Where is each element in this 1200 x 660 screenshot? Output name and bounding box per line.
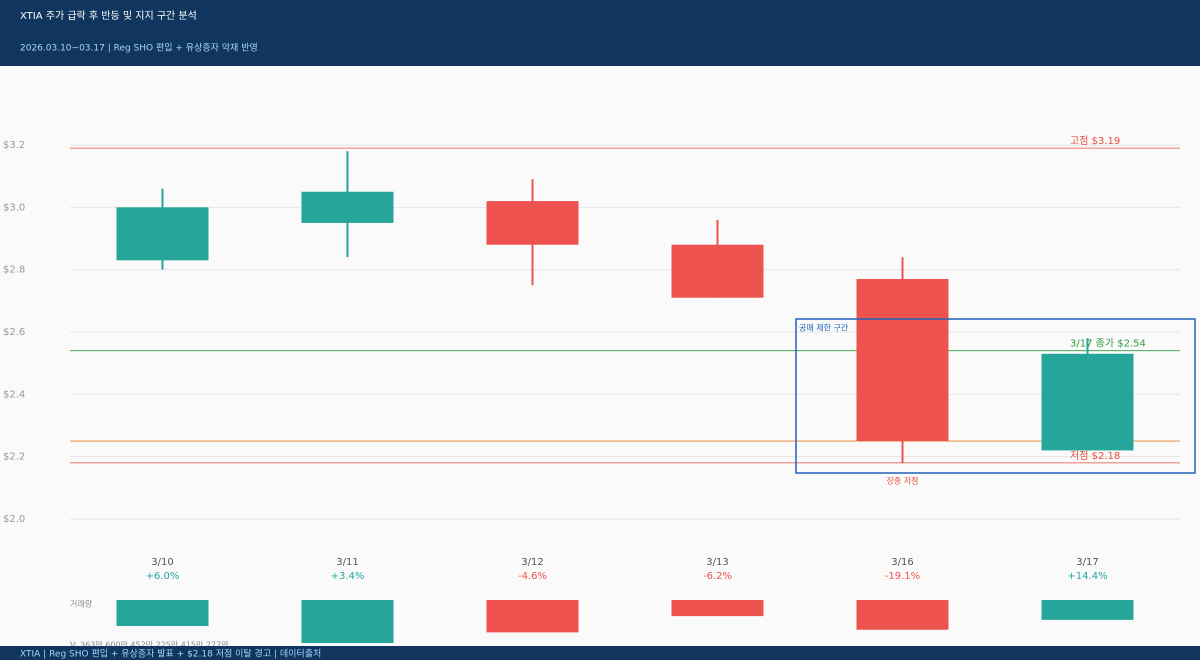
candle-body — [671, 244, 764, 298]
header-bar — [0, 0, 1200, 66]
level-label: 3/17 종가 $2.54 — [1070, 338, 1146, 350]
candle-body — [301, 191, 394, 223]
title: XTIA 주가 급락 후 반등 및 지지 구간 분석 — [20, 10, 197, 22]
volume-bar — [1041, 600, 1134, 620]
highlight-box — [795, 318, 1196, 474]
level-label: 고점 $3.19 — [1070, 135, 1120, 147]
volume-bar — [116, 600, 209, 627]
y-tick-label: $2.6 — [3, 327, 25, 338]
candle-body — [1041, 353, 1134, 451]
change-label: -6.2% — [703, 571, 732, 582]
y-tick-label: $2.4 — [3, 389, 25, 400]
footer-bar — [0, 646, 1200, 660]
change-label: +6.0% — [146, 571, 180, 582]
footer: XTIA | Reg SHO 편입 + 유상증자 발표 + $2.18 저점 이… — [20, 648, 321, 660]
candle-body — [486, 201, 579, 245]
x-tick-label: 3/17 — [1076, 557, 1098, 568]
x-tick-label: 3/11 — [336, 557, 358, 568]
y-tick-label: $2.0 — [3, 514, 25, 525]
candle-body — [116, 207, 209, 261]
volume-text: V: 363만 600만 452만 225만 415만 277만 — [70, 641, 229, 650]
volume-bar — [301, 600, 394, 643]
change-label: +3.4% — [331, 571, 365, 582]
candle-body — [856, 279, 949, 442]
x-tick-label: 3/12 — [521, 557, 543, 568]
volume-bar — [671, 600, 764, 617]
volume-title: 거래량 — [70, 599, 93, 609]
x-tick-label: 3/13 — [706, 557, 728, 568]
y-tick-label: $2.8 — [3, 265, 25, 276]
y-tick-label: $3.0 — [3, 202, 25, 213]
x-tick-label: 3/10 — [151, 557, 173, 568]
low-annotation: 장중 저점 — [887, 476, 919, 486]
y-tick-label: $2.2 — [3, 452, 25, 463]
change-label: -4.6% — [518, 571, 547, 582]
volume-bar — [856, 600, 949, 630]
x-tick-label: 3/16 — [891, 557, 913, 568]
volume-bar — [486, 600, 579, 633]
subtitle: 2026.03.10~03.17 | Reg SHO 편입 + 유상증자 악재 … — [20, 42, 258, 54]
y-tick-label: $3.2 — [3, 140, 25, 151]
highlight-label: 공매 제한 구간 — [799, 323, 849, 333]
level-label: 저점 $2.18 — [1070, 450, 1120, 462]
change-label: -19.1% — [885, 571, 920, 582]
change-label: +14.4% — [1067, 571, 1107, 582]
